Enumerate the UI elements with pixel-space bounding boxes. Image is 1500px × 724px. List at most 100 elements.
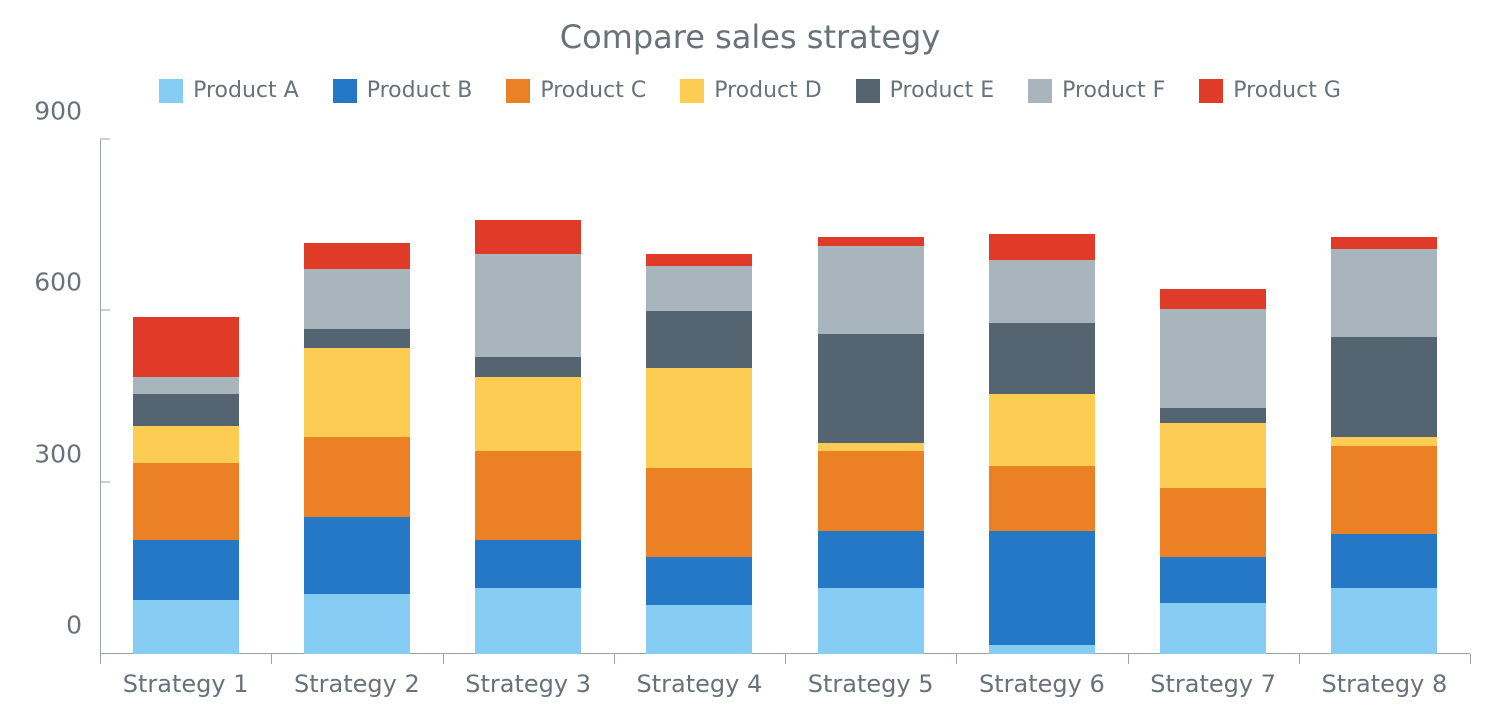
x-tick-mark [956, 654, 957, 664]
bar-segment[interactable] [475, 451, 581, 540]
bar-segment[interactable] [818, 588, 924, 654]
bar[interactable] [646, 254, 752, 654]
bar-segment[interactable] [1160, 488, 1266, 557]
legend-label: Product B [367, 78, 473, 103]
legend-swatch [856, 79, 880, 103]
legend-label: Product A [193, 78, 299, 103]
legend-item[interactable]: Product C [506, 78, 646, 103]
bar-segment[interactable] [304, 594, 410, 654]
y-tick-label: 300 [34, 439, 100, 468]
bar-segment[interactable] [1331, 337, 1437, 437]
bar[interactable] [133, 317, 239, 654]
x-tick-mark [271, 654, 272, 664]
bar-segment[interactable] [1160, 557, 1266, 603]
bar-segment[interactable] [1331, 237, 1437, 248]
bar[interactable] [989, 234, 1095, 654]
bar-segment[interactable] [646, 557, 752, 606]
bar-segment[interactable] [818, 237, 924, 246]
x-tick-mark [1299, 654, 1300, 664]
bar-segment[interactable] [304, 243, 410, 269]
legend-swatch [1028, 79, 1052, 103]
bar-segment[interactable] [818, 443, 924, 452]
bar-segment[interactable] [475, 588, 581, 654]
bar-segment[interactable] [1160, 289, 1266, 309]
bar-segment[interactable] [133, 426, 239, 463]
legend-swatch [680, 79, 704, 103]
bar-segment[interactable] [1331, 249, 1437, 338]
x-tick-label: Strategy 3 [465, 654, 591, 698]
bar-segment[interactable] [646, 254, 752, 265]
bar-segment[interactable] [989, 394, 1095, 465]
legend-label: Product F [1062, 78, 1165, 103]
bar-segment[interactable] [1331, 588, 1437, 654]
bar-segment[interactable] [989, 466, 1095, 532]
legend-item[interactable]: Product A [159, 78, 299, 103]
bar-segment[interactable] [133, 317, 239, 377]
bar-segment[interactable] [1160, 603, 1266, 654]
bar-segment[interactable] [646, 468, 752, 557]
plot-area: 0300600900Strategy 1Strategy 2Strategy 3… [100, 140, 1470, 654]
bar-segment[interactable] [1160, 309, 1266, 409]
bar-segment[interactable] [1160, 423, 1266, 489]
bar-segment[interactable] [304, 517, 410, 594]
bar-segment[interactable] [989, 260, 1095, 323]
bar-segment[interactable] [1160, 408, 1266, 422]
legend-item[interactable]: Product G [1199, 78, 1341, 103]
bar-segment[interactable] [646, 266, 752, 312]
bar-segment[interactable] [133, 540, 239, 600]
bar-segment[interactable] [304, 329, 410, 349]
legend-swatch [333, 79, 357, 103]
bar-segment[interactable] [133, 377, 239, 394]
y-tick-label: 900 [34, 97, 100, 126]
y-tick-mark [100, 139, 110, 140]
bar-segment[interactable] [1331, 437, 1437, 446]
bar[interactable] [304, 243, 410, 654]
bar-segment[interactable] [133, 394, 239, 425]
legend-item[interactable]: Product B [333, 78, 473, 103]
bar[interactable] [1331, 237, 1437, 654]
bar-segment[interactable] [133, 600, 239, 654]
bar-segment[interactable] [989, 531, 1095, 645]
stacked-bar-chart: Compare sales strategy Product AProduct … [0, 0, 1500, 724]
bar-segment[interactable] [133, 463, 239, 540]
x-tick-label: Strategy 1 [123, 654, 249, 698]
bar-segment[interactable] [304, 348, 410, 437]
x-tick-mark [100, 654, 101, 664]
legend-item[interactable]: Product F [1028, 78, 1165, 103]
y-tick-label: 600 [34, 268, 100, 297]
x-tick-mark [614, 654, 615, 664]
bar-segment[interactable] [475, 540, 581, 589]
bar-segment[interactable] [475, 377, 581, 451]
bar-segment[interactable] [304, 269, 410, 329]
x-tick-mark [443, 654, 444, 664]
chart-legend: Product A Product B Product C Product D Prod… [0, 78, 1500, 103]
x-tick-mark [1470, 654, 1471, 664]
bar[interactable] [1160, 289, 1266, 654]
bar-segment[interactable] [989, 234, 1095, 260]
bar-segment[interactable] [989, 645, 1095, 654]
bar-segment[interactable] [1331, 446, 1437, 535]
bar-segment[interactable] [818, 451, 924, 531]
legend-label: Product D [714, 78, 821, 103]
bar[interactable] [475, 220, 581, 654]
legend-item[interactable]: Product D [680, 78, 821, 103]
bar-segment[interactable] [475, 254, 581, 357]
bar-segment[interactable] [475, 357, 581, 377]
bar-segment[interactable] [1331, 534, 1437, 588]
x-tick-mark [785, 654, 786, 664]
bar-segment[interactable] [475, 220, 581, 254]
bar[interactable] [818, 237, 924, 654]
bar-segment[interactable] [646, 368, 752, 468]
x-tick-mark [1128, 654, 1129, 664]
bar-segment[interactable] [989, 323, 1095, 394]
bar-segment[interactable] [818, 246, 924, 335]
legend-label: Product G [1233, 78, 1341, 103]
x-tick-label: Strategy 2 [294, 654, 420, 698]
bar-segment[interactable] [304, 437, 410, 517]
bar-segment[interactable] [818, 334, 924, 443]
bar-segment[interactable] [646, 605, 752, 654]
bar-segment[interactable] [818, 531, 924, 588]
bar-segment[interactable] [646, 311, 752, 368]
legend-item[interactable]: Product E [856, 78, 994, 103]
x-tick-label: Strategy 8 [1322, 654, 1448, 698]
